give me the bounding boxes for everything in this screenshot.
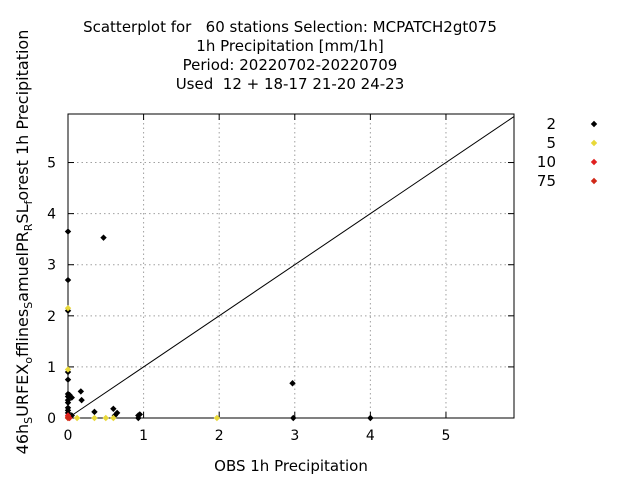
y-tick-label: 2 [47, 309, 56, 325]
data-point-series-2 [100, 234, 107, 241]
x-tick-label: 4 [366, 428, 375, 444]
data-point-series-2 [289, 380, 296, 387]
x-tick-label: 2 [215, 428, 224, 444]
data-point-series-5 [110, 414, 117, 422]
data-point-series-2 [91, 408, 98, 416]
data-point-series-2 [136, 411, 144, 418]
legend-label-2: 2 [546, 115, 556, 133]
data-point-series-5 [64, 304, 72, 312]
legend-marker-75 [590, 177, 598, 185]
data-point-series-5 [102, 414, 109, 422]
legend-label-5: 5 [546, 134, 556, 152]
data-point-series-75 [64, 414, 72, 422]
chart-title-line-2: 1h Precipitation [mm/1h] [196, 37, 384, 55]
chart-title-line-3: Period: 20220702-20220709 [182, 56, 398, 74]
legend-marker-2 [590, 120, 598, 128]
data-point-series-2 [64, 276, 72, 284]
data-point-series-2 [68, 412, 75, 419]
data-point-series-2 [113, 409, 121, 417]
y-tick-label: 3 [47, 258, 56, 274]
data-point-series-2 [77, 388, 85, 395]
data-point-series-2 [64, 399, 72, 406]
data-point-series-2 [64, 376, 72, 383]
data-point-series-2 [290, 414, 297, 422]
y-tick-label: 5 [47, 156, 56, 172]
x-tick-label: 0 [64, 428, 73, 444]
data-point-series-2 [68, 394, 75, 401]
data-point-series-2 [78, 396, 85, 404]
data-point-series-5 [213, 414, 221, 422]
y-tick-label: 0 [47, 411, 56, 427]
x-axis-label: OBS 1h Precipitation [214, 457, 368, 475]
y-tick-label: 1 [47, 360, 56, 376]
data-point-series-2 [367, 414, 374, 422]
legend-marker-5 [590, 139, 598, 147]
data-point-series-5 [73, 414, 81, 422]
data-point-series-2 [135, 414, 142, 422]
data-point-series-2 [110, 405, 117, 413]
chart-title-line-4: Used 12 + 18-17 21-20 24-23 [175, 75, 405, 93]
data-point-series-5 [91, 414, 98, 422]
one-to-one-line [67, 116, 515, 419]
legend-label-75: 75 [537, 172, 556, 190]
data-point-series-5 [64, 366, 72, 373]
data-point-series-2 [64, 228, 72, 235]
legend-label-10: 10 [537, 153, 556, 171]
chart-title-line-1: Scatterplot for 60 stations Selection: M… [83, 18, 497, 36]
y-tick-label: 4 [47, 207, 56, 223]
x-tick-label: 1 [139, 428, 148, 444]
x-tick-label: 3 [290, 428, 299, 444]
legend-marker-10 [590, 158, 598, 166]
x-tick-label: 5 [442, 428, 451, 444]
